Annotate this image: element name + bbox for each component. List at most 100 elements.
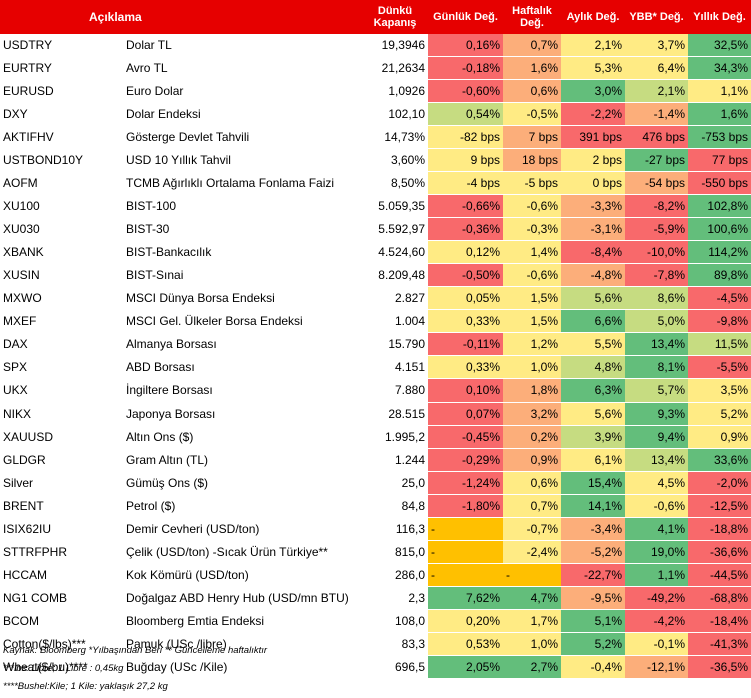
cell-code: HCCAM bbox=[0, 563, 122, 587]
cell-yearly: -12,5% bbox=[688, 494, 751, 518]
cell-monthly: -8,4% bbox=[561, 240, 626, 265]
cell-ytd: 13,4% bbox=[625, 448, 689, 472]
cell-yearly: 100,6% bbox=[688, 217, 751, 242]
cell-weekly: 0,7% bbox=[503, 494, 562, 518]
table-row: HCCAM Kok Kömürü (USD/ton) 286,0- - -22,7% 1,… bbox=[0, 563, 751, 587]
cell-close: 1.004 bbox=[362, 309, 429, 334]
table-row: EURUSD Euro Dolar 1,0926 -0,60% 0,6% 3,0% 2,1%… bbox=[0, 79, 751, 104]
cell-weekly: 1,0% bbox=[503, 355, 562, 380]
cell-monthly: 4,8% bbox=[561, 355, 626, 380]
table-row: XUSIN BIST-Sınai 8.209,48 -0,50% -0,6% -4,8% -… bbox=[0, 263, 751, 288]
footnote-source: Kaynak: Bloomberg *Yılbaşından Beri ** G… bbox=[3, 645, 268, 656]
cell-monthly: 5,6% bbox=[561, 402, 626, 426]
cell-daily: 0,33% bbox=[428, 309, 504, 334]
table-row: XU100 BIST-100 5.059,35 -0,66% -0,6% -3,3% -8,… bbox=[0, 194, 751, 219]
cell-monthly: -3,3% bbox=[561, 194, 626, 219]
cell-code: Wheat($/bu)**** bbox=[0, 655, 122, 679]
cell-yearly: 32,5% bbox=[688, 34, 751, 58]
cell-close: 3,60% bbox=[362, 148, 429, 173]
cell-code: BCOM bbox=[0, 609, 122, 633]
cell-daily: -82 bps bbox=[428, 125, 504, 150]
cell-monthly: -0,4% bbox=[561, 655, 626, 679]
cell-ytd: -12,1% bbox=[625, 655, 689, 679]
cell-close: 2,3 bbox=[362, 586, 429, 610]
cell-yearly: -753 bps bbox=[688, 125, 751, 150]
cell-daily: -0,45% bbox=[428, 425, 504, 449]
cell-description: MSCI Gel. Ülkeler Borsa Endeksi bbox=[122, 309, 363, 334]
cell-close: 8.209,48 bbox=[362, 263, 429, 288]
cell-description: Gram Altın (TL) bbox=[122, 448, 363, 472]
cell-code: STTRFPHR bbox=[0, 540, 122, 564]
cell-daily: -0,11% bbox=[428, 332, 504, 357]
cell-close: 21,2634 bbox=[362, 56, 429, 81]
table-row: USDTRY Dolar TL 19,3946 0,16% 0,7% 2,1% 3,7% 32… bbox=[0, 34, 751, 58]
cell-daily: 0,12% bbox=[428, 240, 504, 265]
table-row: AKTIFHV Gösterge Devlet Tahvili 14,73% -82 … bbox=[0, 125, 751, 150]
cell-close: 8,50% bbox=[362, 171, 429, 196]
cell-weekly: 18 bps bbox=[503, 148, 562, 173]
cell-yearly: 1,1% bbox=[688, 79, 751, 104]
cell-yearly: 3,5% bbox=[688, 378, 751, 403]
cell-weekly: 7 bps bbox=[503, 125, 562, 150]
cell-ytd: 4,1% bbox=[625, 517, 689, 541]
cell-code: GLDGR bbox=[0, 448, 122, 472]
cell-daily: 9 bps bbox=[428, 148, 504, 173]
cell-daily: 0,16% bbox=[428, 34, 504, 58]
cell-ytd: 5,0% bbox=[625, 309, 689, 334]
cell-weekly: -5 bps bbox=[503, 171, 562, 196]
cell-yearly: -2,0% bbox=[688, 471, 751, 495]
cell-monthly: -9,5% bbox=[561, 586, 626, 610]
cell-ytd: -7,8% bbox=[625, 263, 689, 288]
cell-monthly: 391 bps bbox=[561, 125, 626, 150]
cell-ytd: 9,4% bbox=[625, 425, 689, 449]
cell-code: XU100 bbox=[0, 194, 122, 219]
cell-daily: 0,07% bbox=[428, 402, 504, 426]
cell-weekly: 1,7% bbox=[503, 609, 562, 633]
cell-daily: -0,50% bbox=[428, 263, 504, 288]
table-row: NIKX Japonya Borsası 28.515 0,07% 3,2% 5,6% 9,… bbox=[0, 402, 751, 426]
cell-ytd: 5,7% bbox=[625, 378, 689, 403]
table-row: XBANK BIST-Bankacılık 4.524,60 0,12% 1,4% -8,… bbox=[0, 240, 751, 265]
cell-ytd: -0,6% bbox=[625, 494, 689, 518]
cell-close: 286,0 bbox=[362, 563, 429, 587]
table-row: EURTRY Avro TL 21,2634 -0,18% 1,6% 5,3% 6,4% 34… bbox=[0, 56, 751, 81]
cell-ytd: 8,6% bbox=[625, 286, 689, 311]
cell-weekly: 0,6% bbox=[503, 79, 562, 104]
cell-monthly: -5,2% bbox=[561, 540, 626, 564]
cell-ytd: -49,2% bbox=[625, 586, 689, 610]
cell-monthly: 3,9% bbox=[561, 425, 626, 449]
cell-close: 7.880 bbox=[362, 378, 429, 403]
cell-daily: -0,66% bbox=[428, 194, 504, 219]
table-row: USTBOND10Y USD 10 Yıllık Tahvil 3,60% 9 bps… bbox=[0, 148, 751, 173]
cell-daily: - bbox=[428, 563, 504, 587]
cell-weekly: - bbox=[503, 563, 562, 587]
cell-ytd: -10,0% bbox=[625, 240, 689, 265]
table-row: XAUUSD Altın Ons ($) 1.995,2 -0,45% 0,2% 3,9%… bbox=[0, 425, 751, 449]
cell-code: UKX bbox=[0, 378, 122, 403]
cell-close: 25,0 bbox=[362, 471, 429, 495]
cell-description: Almanya Borsası bbox=[122, 332, 363, 357]
cell-daily: 0,53% bbox=[428, 632, 504, 656]
header-monthly: Aylık Değ. bbox=[561, 0, 626, 34]
cell-weekly: 1,6% bbox=[503, 56, 562, 81]
cell-ytd: 13,4% bbox=[625, 332, 689, 357]
cell-daily: 2,05% bbox=[428, 655, 504, 679]
cell-daily: -1,80% bbox=[428, 494, 504, 518]
cell-code: USDTRY bbox=[0, 34, 122, 58]
cell-daily: 0,10% bbox=[428, 378, 504, 403]
cell-description: USD 10 Yıllık Tahvil bbox=[122, 148, 363, 173]
cell-code: XU030 bbox=[0, 217, 122, 242]
cell-ytd: -27 bps bbox=[625, 148, 689, 173]
cell-close: 2.827 bbox=[362, 286, 429, 311]
cell-yearly: -36,6% bbox=[688, 540, 751, 564]
cell-daily: - bbox=[428, 540, 504, 564]
cell-weekly: -0,6% bbox=[503, 263, 562, 288]
cell-ytd: 19,0% bbox=[625, 540, 689, 564]
cell-description: BIST-Bankacılık bbox=[122, 240, 363, 265]
cell-description: Altın Ons ($) bbox=[122, 425, 363, 449]
table-row: DAX Almanya Borsası 15.790 -0,11% 1,2% 5,5% 13… bbox=[0, 332, 751, 357]
cell-yearly: -4,5% bbox=[688, 286, 751, 311]
table-row: ISIX62IU Demir Cevheri (USD/ton) 116,3- -0,… bbox=[0, 517, 751, 541]
cell-description: ABD Borsası bbox=[122, 355, 363, 380]
